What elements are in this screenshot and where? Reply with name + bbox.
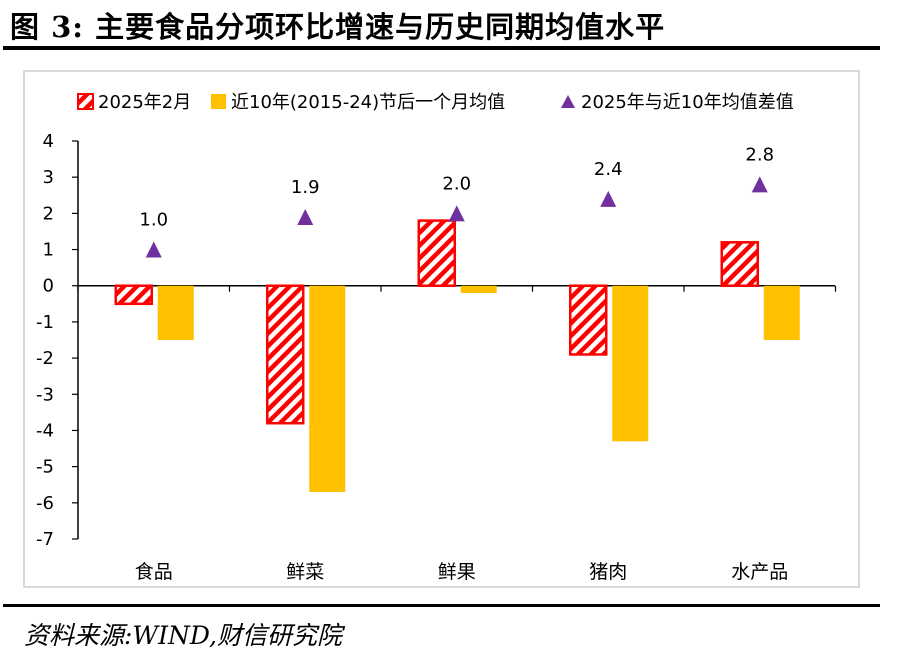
bar-10yr-avg (763, 285, 800, 340)
y-tick-label: 0 (43, 276, 54, 297)
marker-diff-label: 2.4 (594, 159, 623, 180)
y-tick-label: -5 (36, 457, 54, 478)
marker-diff-label: 2.0 (442, 173, 471, 194)
bar-10yr-avg (309, 285, 346, 492)
top-rule (3, 46, 880, 50)
bar-2025-feb (720, 241, 759, 287)
y-tick-label: -1 (36, 312, 54, 333)
y-tick-label: 1 (43, 240, 54, 261)
category-label: 水产品 (731, 561, 788, 583)
bar-10yr-avg (460, 285, 497, 293)
marker-diff (448, 205, 465, 222)
y-tick-label: -2 (36, 348, 54, 369)
marker-diff (600, 190, 617, 207)
y-tick-label: 4 (43, 131, 54, 152)
marker-diff-label: 1.0 (139, 210, 168, 231)
bottom-rule (3, 604, 880, 607)
marker-diff (297, 208, 314, 225)
category-label: 食品 (135, 561, 173, 583)
y-tick-label: 3 (43, 167, 54, 188)
legend-label-2025-feb: 2025年2月 (98, 92, 191, 113)
marker-diff-label: 2.8 (745, 144, 774, 165)
category-label: 猪肉 (589, 561, 627, 583)
y-tick-label: -7 (36, 529, 54, 550)
y-tick-label: 2 (43, 203, 54, 224)
legend-swatch-2025-feb (77, 93, 94, 110)
bar-2025-feb (417, 219, 456, 287)
marker-diff (751, 176, 768, 193)
legend: 2025年2月 近10年(2015-24)节后一个月均值 2025年与近10年均… (77, 92, 794, 113)
legend-label-10yr-avg: 近10年(2015-24)节后一个月均值 (231, 92, 505, 113)
bar-10yr-avg (612, 285, 649, 442)
legend-label-diff: 2025年与近10年均值差值 (581, 92, 794, 113)
y-tick-label: -6 (36, 493, 54, 514)
marker-diff (145, 241, 162, 258)
marker-diff-label: 1.9 (291, 177, 320, 198)
bar-2025-feb (266, 284, 305, 425)
category-label: 鲜果 (438, 561, 476, 583)
bar-2025-feb (569, 284, 608, 356)
y-tick-label: -4 (36, 420, 54, 441)
legend-marker-diff (561, 95, 575, 108)
category-label: 鲜菜 (286, 561, 324, 583)
bar-2025-feb (114, 284, 153, 306)
y-tick-label: -3 (36, 384, 54, 405)
legend-swatch-10yr-avg (211, 94, 226, 109)
source-note: 资料来源:WIND,财信研究院 (24, 621, 342, 650)
figure-title: 图 3: 主要食品分项环比增速与历史同期均值水平 (10, 10, 666, 44)
bar-10yr-avg (157, 285, 194, 340)
